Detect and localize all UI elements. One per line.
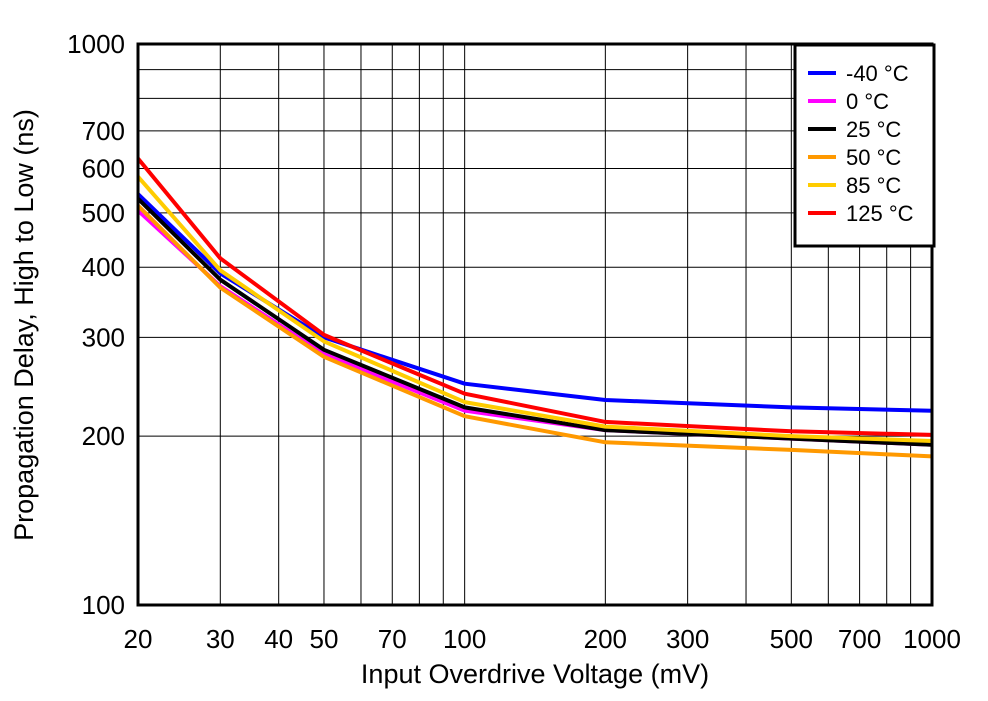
plot-frame — [136, 42, 934, 607]
x-tick-label: 300 — [666, 624, 709, 654]
series-layer — [136, 157, 933, 459]
x-tick-label: 500 — [770, 624, 813, 654]
legend-label: 85 °C — [846, 173, 901, 198]
x-tick-label: 200 — [584, 624, 627, 654]
legend-label: 25 °C — [846, 117, 901, 142]
y-tick-label: 400 — [82, 252, 125, 282]
y-tick-label: 500 — [82, 198, 125, 228]
x-tick-label: 700 — [838, 624, 881, 654]
y-tick-label: 200 — [82, 421, 125, 451]
x-tick-labels: 20 30 40 50 70 100 200 300 500 700 1000 — [124, 624, 961, 654]
legend-label: -40 °C — [846, 61, 909, 86]
x-tick-label: 40 — [264, 624, 293, 654]
series-line-minus40C — [136, 192, 933, 413]
x-tick-label: 100 — [443, 624, 486, 654]
y-tick-label: 300 — [82, 322, 125, 352]
x-axis-label: Input Overdrive Voltage (mV) — [361, 659, 709, 689]
y-tick-label: 700 — [82, 116, 125, 146]
legend-label: 50 °C — [846, 145, 901, 170]
x-tick-label: 1000 — [903, 624, 961, 654]
y-tick-label: 1000 — [67, 29, 125, 59]
legend-label: 0 °C — [846, 89, 889, 114]
series-line-85C — [136, 175, 933, 443]
series-line-125C — [136, 157, 933, 437]
series-line-25C — [136, 197, 933, 447]
series-line-50C — [136, 204, 933, 459]
x-tick-label: 70 — [378, 624, 407, 654]
x-tick-label: 30 — [206, 624, 235, 654]
y-tick-label: 600 — [82, 153, 125, 183]
x-tick-label: 20 — [124, 624, 153, 654]
y-axis-label: Propagation Delay, High to Low (ns) — [9, 109, 39, 541]
x-tick-label: 50 — [310, 624, 339, 654]
legend: -40 °C 0 °C 25 °C 50 °C 85 °C 125 °C — [793, 43, 936, 248]
y-tick-label: 100 — [82, 590, 125, 620]
y-tick-labels: 100 200 300 400 500 600 700 1000 — [67, 29, 125, 620]
legend-label: 125 °C — [846, 201, 914, 226]
